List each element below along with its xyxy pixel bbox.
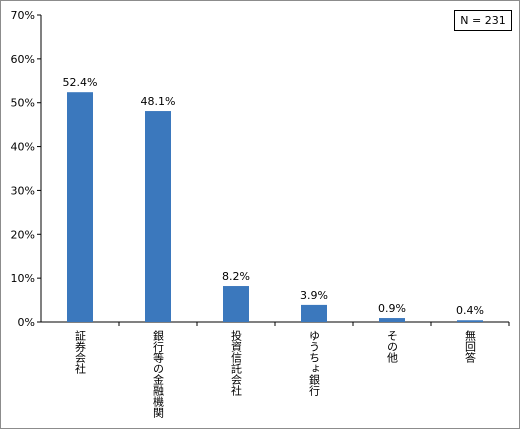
- bar: [457, 320, 483, 322]
- x-tick-label: その他: [386, 330, 399, 363]
- bar: [223, 286, 249, 322]
- y-tick-label: 0%: [18, 316, 35, 329]
- y-tick-label: 10%: [11, 272, 35, 285]
- data-label: 0.4%: [456, 304, 484, 317]
- bar: [301, 304, 327, 322]
- bar: [145, 111, 171, 322]
- data-labels: 52.4% 48.1% 8.2% 3.9% 0.9% 0.4%: [63, 76, 484, 317]
- data-label: 0.9%: [378, 302, 406, 315]
- y-tick-label: 20%: [11, 228, 35, 241]
- bar: [67, 92, 93, 322]
- y-tick-label: 50%: [11, 97, 35, 110]
- data-label: 3.9%: [300, 289, 328, 302]
- data-label: 52.4%: [63, 76, 98, 89]
- x-axis-labels: 証券会社 銀行等の金融機関 投資信託会社 ゆうちょ銀行 その他 無回答: [74, 329, 477, 418]
- data-label: 8.2%: [222, 270, 250, 283]
- bars: [67, 92, 483, 322]
- x-tick-label: 証券会社: [74, 330, 87, 375]
- x-tick-label: 銀行等の金融機関: [152, 329, 165, 418]
- x-tick-label: 無回答: [464, 329, 477, 364]
- y-axis: 0% 10% 20% 30% 40% 50% 60% 70%: [11, 9, 510, 329]
- y-tick-label: 40%: [11, 141, 35, 154]
- y-tick-label: 70%: [11, 9, 35, 22]
- y-tick-label: 30%: [11, 184, 35, 197]
- bar: [379, 318, 405, 322]
- y-tick-label: 60%: [11, 53, 35, 66]
- data-label: 48.1%: [141, 95, 176, 108]
- x-tick-label: ゆうちょ銀行: [308, 330, 321, 397]
- sample-size-note: N = 231: [454, 10, 512, 31]
- x-tick-label: 投資信託会社: [230, 329, 243, 397]
